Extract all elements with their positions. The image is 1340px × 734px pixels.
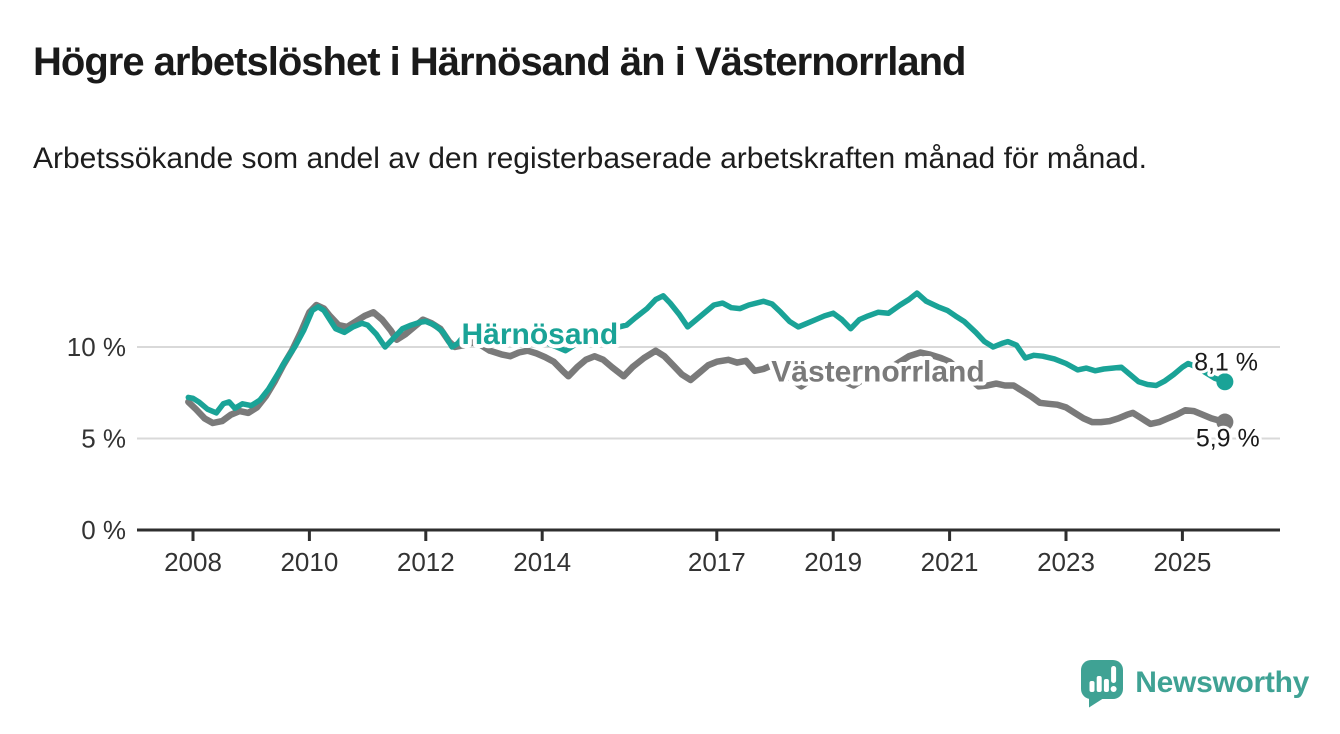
x-tick-label-2025: 2025 bbox=[1153, 547, 1211, 577]
end-dot-Västernorrland bbox=[1216, 413, 1234, 431]
page-title: Högre arbetslöshet i Härnösand än i Väst… bbox=[33, 40, 966, 84]
value-label-Härnösand: 8,1 % bbox=[1194, 349, 1258, 377]
newsworthy-speech-bubble-bar-chart-icon bbox=[1081, 660, 1124, 708]
chart-subtitle: Arbetssökande som andel av den registerb… bbox=[33, 142, 1147, 175]
x-tick-label-2021: 2021 bbox=[921, 547, 979, 577]
y-tick-label-5: 5 % bbox=[81, 424, 126, 454]
x-tick-label-2017: 2017 bbox=[688, 547, 746, 577]
value-label-Västernorrland: 5,9 % bbox=[1196, 425, 1260, 453]
series-label-Västernorrland: Västernorrland bbox=[771, 356, 984, 389]
newsworthy-wordmark: Newsworthy bbox=[1135, 666, 1309, 699]
x-tick-label-2010: 2010 bbox=[280, 547, 338, 577]
x-tick-label-2019: 2019 bbox=[804, 547, 862, 577]
x-tick-label-2023: 2023 bbox=[1037, 547, 1095, 577]
y-tick-label-0: 0 % bbox=[81, 515, 126, 545]
x-tick-label-2014: 2014 bbox=[513, 547, 571, 577]
series-line-Västernorrland bbox=[185, 301, 1229, 428]
series-label-Härnösand: Härnösand bbox=[462, 318, 619, 351]
newsworthy-logo: Newsworthy bbox=[1078, 658, 1309, 708]
end-dot-Härnösand bbox=[1216, 373, 1234, 391]
series-line-Härnösand bbox=[185, 290, 1228, 416]
x-tick-label-2008: 2008 bbox=[164, 547, 222, 577]
x-tick-label-2012: 2012 bbox=[397, 547, 455, 577]
y-tick-label-10: 10 % bbox=[67, 332, 126, 362]
